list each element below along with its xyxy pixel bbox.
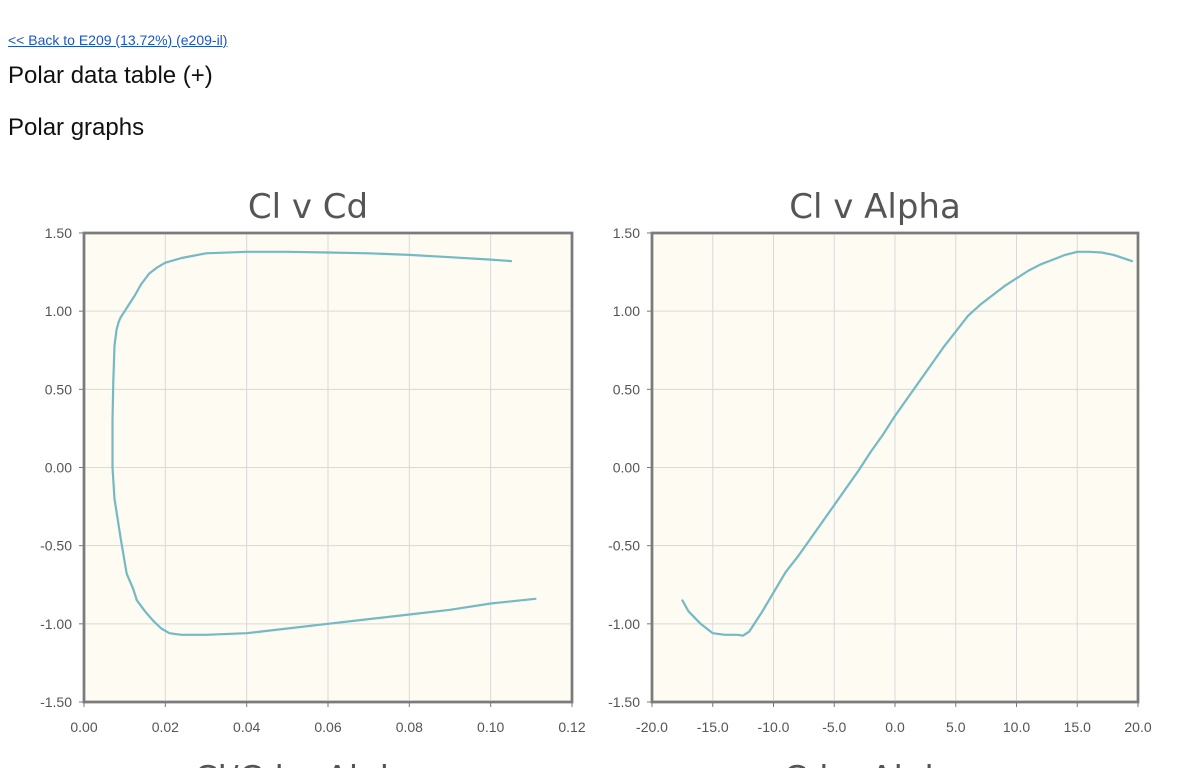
chart-2: Cl v Alpha 1.50 1.00 0.50 0.00 -0.50 -1.00 -1.5… — [608, 187, 1152, 735]
plot-border — [82, 231, 574, 704]
x-tick-label: 0.06 — [314, 719, 341, 735]
next-chart-title-cut: Cd v Alpha — [783, 759, 967, 768]
x-tick-label: -10.0 — [758, 719, 790, 735]
chart-title: Cl v Cd — [248, 187, 368, 227]
y-tick-label: -1.50 — [40, 694, 72, 710]
y-tick-label: 1.00 — [613, 303, 640, 319]
x-tick-label: 15.0 — [1064, 719, 1091, 735]
x-tick-label: 0.10 — [477, 719, 504, 735]
x-tick-label: 10.0 — [1003, 719, 1030, 735]
y-tick-label: 1.50 — [613, 225, 640, 241]
y-tick-label: 0.50 — [613, 381, 640, 397]
x-tick-label: 5.0 — [946, 719, 966, 735]
x-tick-label: 0.08 — [396, 719, 423, 735]
y-tick-label: 1.00 — [45, 303, 72, 319]
x-tick-label: -15.0 — [697, 719, 729, 735]
y-tick-label: -1.50 — [608, 694, 640, 710]
back-link[interactable]: << Back to E209 (13.72%) (e209-il) — [8, 32, 228, 48]
series-line-1 — [681, 250, 1134, 637]
x-tick-label: 0.04 — [233, 719, 260, 735]
y-tick-label: 0.00 — [613, 460, 640, 476]
x-tick-label: 20.0 — [1124, 719, 1151, 735]
x-tick-label: 0.02 — [152, 719, 179, 735]
series-line-1 — [111, 250, 537, 636]
y-tick-label: -0.50 — [40, 538, 72, 554]
next-chart-title-cut: Cl/Cd v Alpha — [194, 759, 422, 768]
x-tick-label: 0.00 — [70, 719, 97, 735]
x-tick-label: 0.12 — [558, 719, 585, 735]
x-tick-label: 0.0 — [885, 719, 905, 735]
y-tick-label: 0.50 — [45, 381, 72, 397]
y-tick-label: 1.50 — [45, 225, 72, 241]
y-tick-label: -1.00 — [40, 616, 72, 632]
y-tick-label: 0.00 — [45, 460, 72, 476]
polar-graphs-heading: Polar graphs — [8, 114, 145, 141]
y-tick-label: -1.00 — [608, 616, 640, 632]
x-tick-label: -20.0 — [636, 719, 668, 735]
chart-title: Cl v Alpha — [789, 187, 961, 227]
polar-data-table-heading[interactable]: Polar data table (+) — [8, 62, 213, 89]
x-tick-label: -5.0 — [822, 719, 846, 735]
y-tick-label: -0.50 — [608, 538, 640, 554]
chart-1: Cl v Cd 1.50 1.00 0.50 0.00 -0.50 -1.00 -1.50 0.… — [40, 187, 586, 735]
plot-border — [650, 231, 1140, 704]
